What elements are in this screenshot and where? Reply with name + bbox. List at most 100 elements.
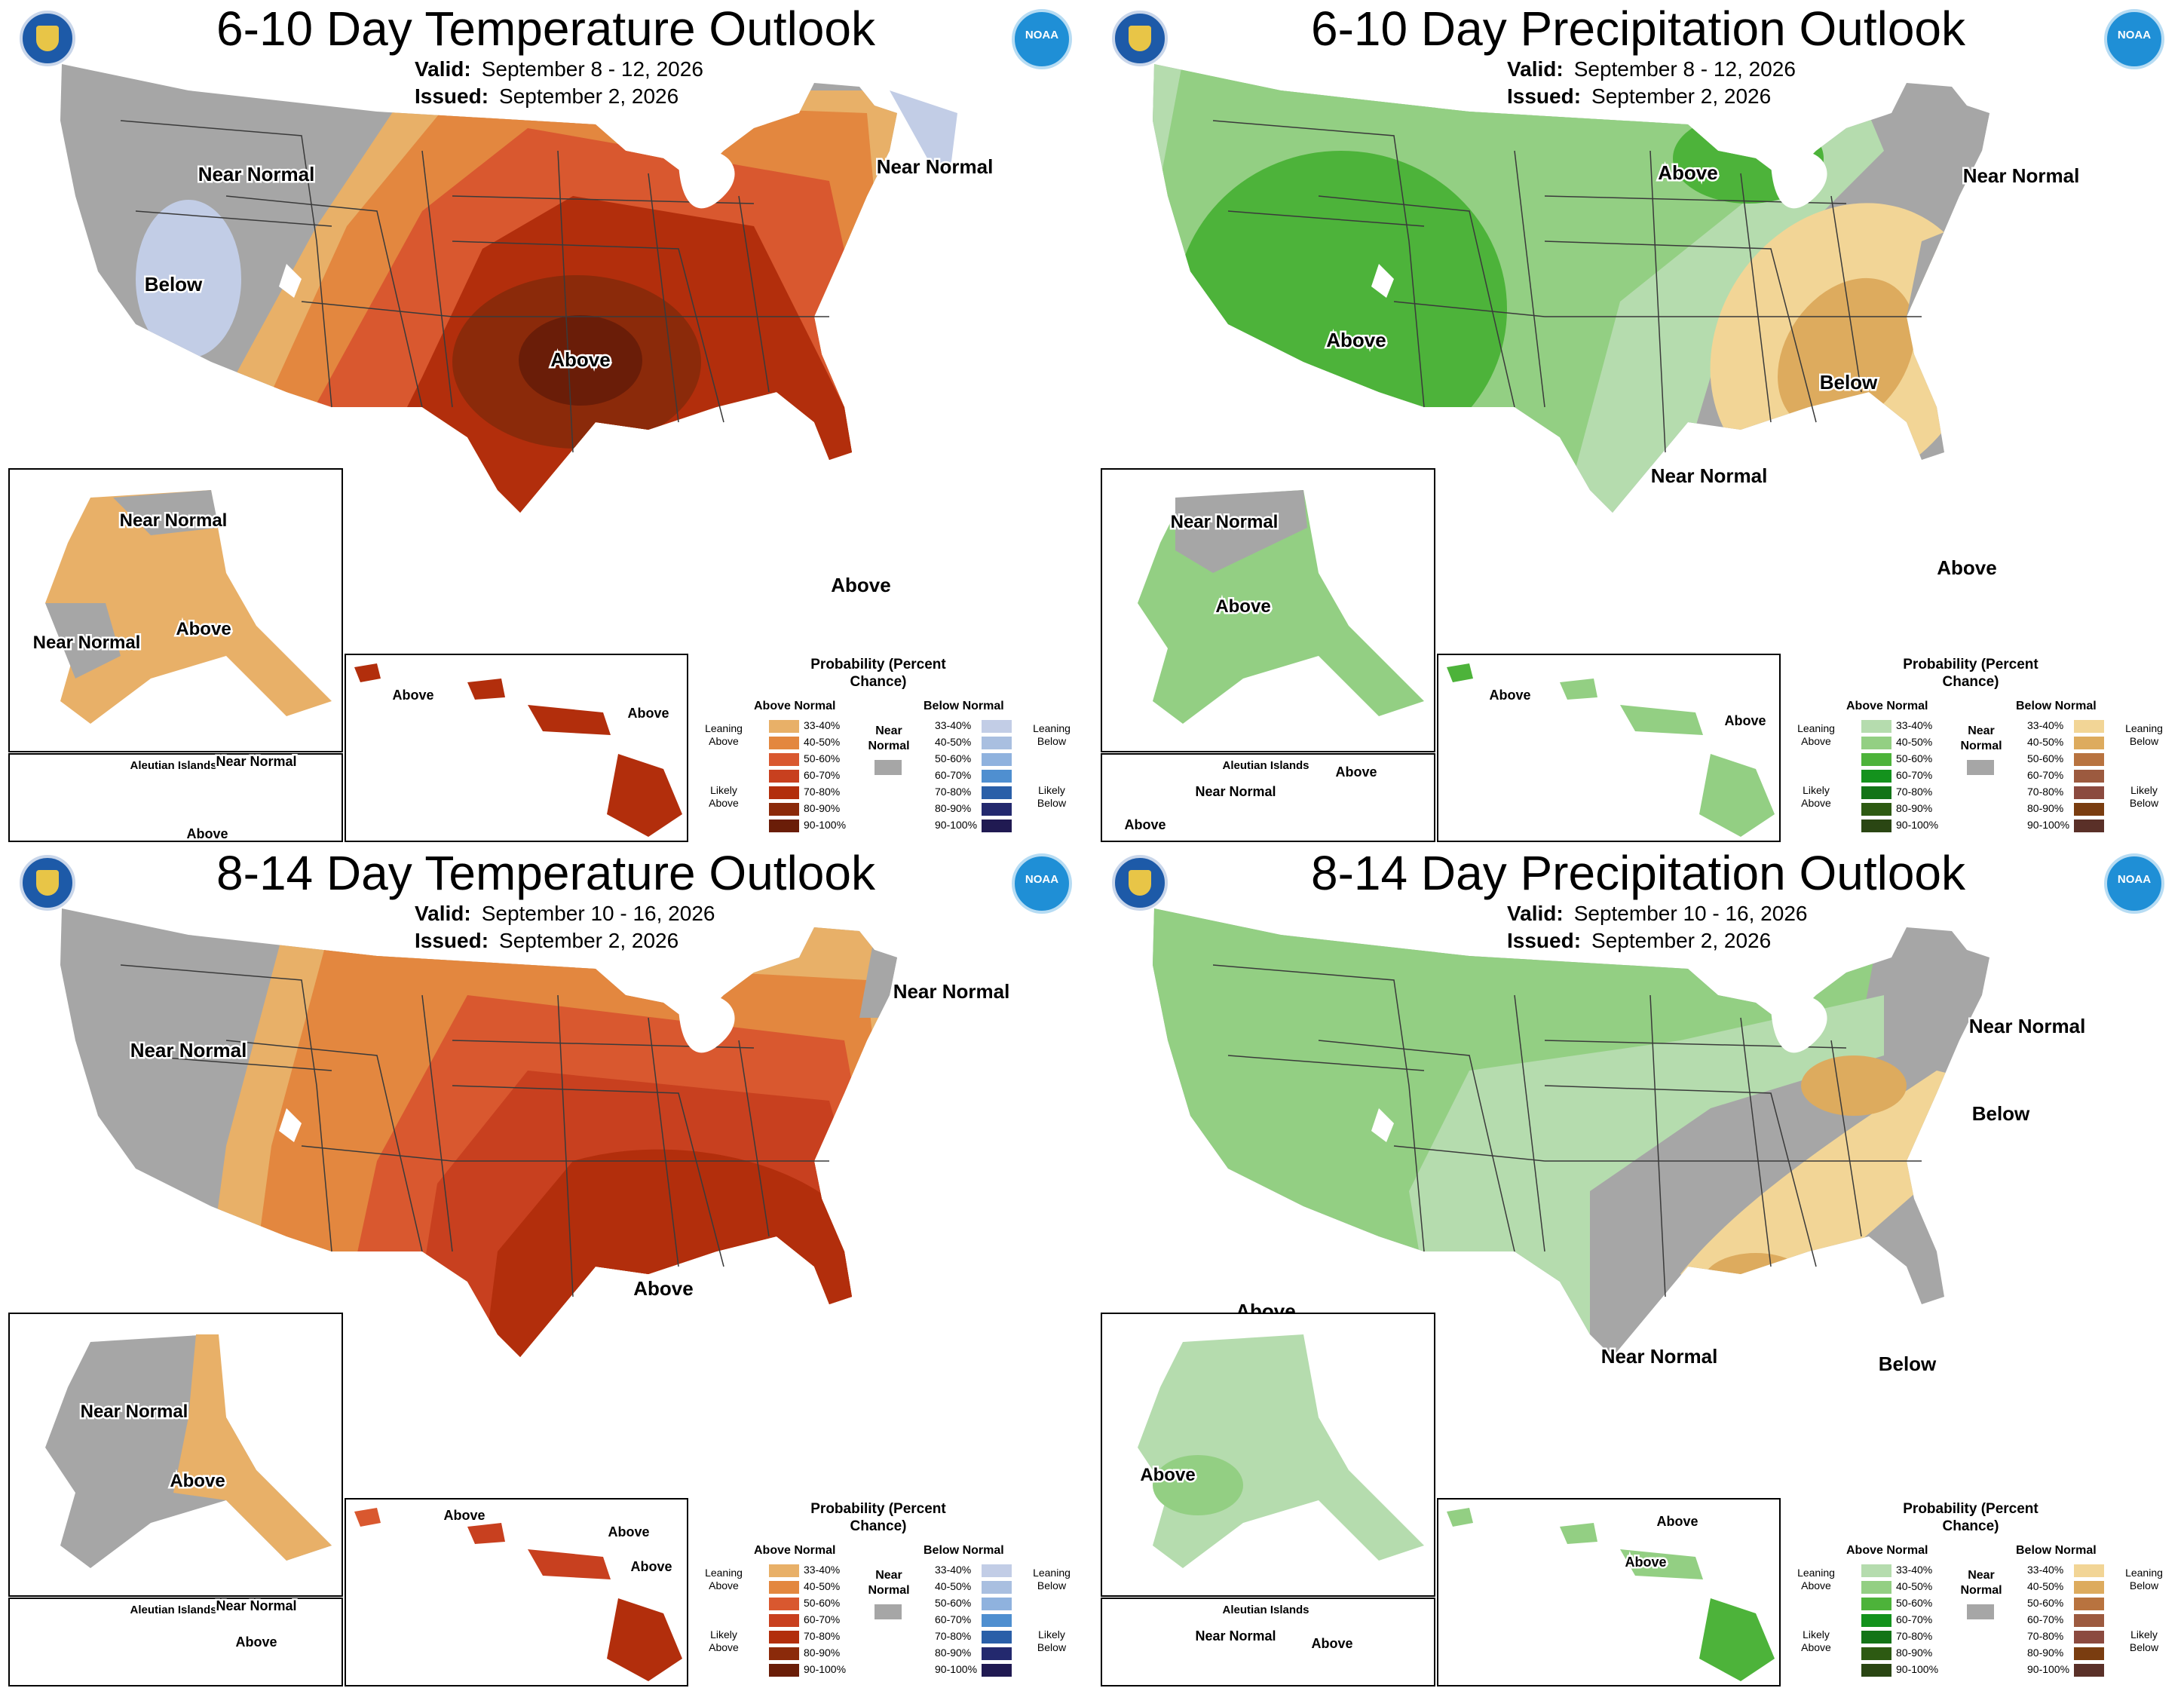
- legend-range: 80-90%: [1896, 1647, 1933, 1659]
- below-ne-tip: [890, 90, 957, 173]
- legend-title: Probability (Percent Chance): [810, 1501, 946, 1534]
- legend-below-row: 33-40%: [935, 718, 1016, 734]
- legend-swatch: [2074, 719, 2104, 733]
- legend-range: 50-60%: [935, 1597, 972, 1609]
- legend-swatch: [2074, 1630, 2104, 1644]
- legend-range: 80-90%: [935, 1647, 972, 1659]
- legend-swatch: [1861, 752, 1891, 766]
- legend-swatch: [769, 1564, 799, 1577]
- label-aleutian-islands: Aleutian Islands: [130, 759, 216, 772]
- legend-above-row: 90-100%: [1861, 1662, 1938, 1677]
- legend-below-row: 70-80%: [2027, 784, 2109, 800]
- label-above-north: Above: [1658, 161, 1717, 184]
- below-40-50-south: [1703, 1253, 1809, 1310]
- legend-swatch: [982, 736, 1012, 749]
- legend-above-row: 80-90%: [1861, 801, 1932, 816]
- hawaii-big-island: [607, 754, 682, 837]
- legend-above-row: 50-60%: [1861, 1595, 1932, 1611]
- alaska-near-normal: [1175, 490, 1307, 573]
- legend-swatch: [2074, 786, 2104, 799]
- label-aleutian-near-normal: Near Normal: [1195, 784, 1276, 799]
- legend-swatch: [982, 1613, 1012, 1627]
- label-above-center: Above: [550, 348, 610, 371]
- legend-near-normal-swatch: [875, 760, 902, 775]
- precipitation-map: Above Above Near Normal Below Near Norma…: [1101, 64, 2081, 842]
- label-aleutian-above: Above: [1311, 1636, 1352, 1651]
- legend-range: 33-40%: [2027, 1564, 2064, 1576]
- legend-range: 33-40%: [804, 1564, 841, 1576]
- hawaii-kauai: [354, 663, 381, 682]
- label-hi-above-2: Above: [1625, 1555, 1666, 1570]
- legend-range: 90-100%: [2027, 1663, 2070, 1675]
- legend-range: 70-80%: [1896, 786, 1933, 798]
- legend-range: 90-100%: [935, 819, 978, 831]
- hawaii-inset: [1437, 654, 1781, 842]
- label-aleutian-above: Above: [235, 1634, 277, 1650]
- legend-above-row: 90-100%: [1861, 817, 1938, 833]
- below-40-50-ne: [1801, 1055, 1907, 1116]
- hawaii-maui: [528, 705, 611, 735]
- label-above-center: Above: [633, 1277, 693, 1300]
- legend-above-row: 90-100%: [769, 1662, 846, 1677]
- legend-range: 33-40%: [935, 1564, 972, 1576]
- legend-leaning-below: Leaning Below: [2125, 722, 2163, 747]
- legend-below-heading: Below Normal: [2016, 1544, 2097, 1557]
- legend-above-row: 33-40%: [769, 1562, 840, 1578]
- legend-below-row: 33-40%: [2027, 1562, 2109, 1578]
- legend-above-row: 60-70%: [1861, 1612, 1932, 1628]
- legend-leaning-above: Leaning Above: [705, 1567, 743, 1591]
- panel-dates: Valid: September 8 - 12, 2026 Issued: Sept…: [415, 56, 703, 110]
- legend-swatch: [982, 1564, 1012, 1577]
- legend-below-row: 60-70%: [2027, 1612, 2109, 1628]
- commerce-seal-logo: [20, 11, 75, 66]
- legend-range: 70-80%: [2027, 1630, 2064, 1642]
- legend-swatch: [769, 819, 799, 832]
- commerce-seal-logo: [1112, 11, 1168, 66]
- legend-range: 40-50%: [804, 1580, 841, 1592]
- legend-swatch: [982, 752, 1012, 766]
- hawaii-big-island: [1699, 754, 1775, 837]
- label-hi-above-1: Above: [1489, 688, 1530, 703]
- temperature-map: Near Normal Below Near Normal Above Abov…: [8, 64, 995, 844]
- legend-swatch: [769, 1597, 799, 1610]
- label-above-florida: Above: [1937, 556, 1996, 579]
- legend-below-row: 50-60%: [2027, 751, 2109, 767]
- legend-below-row: 90-100%: [2027, 1662, 2109, 1677]
- legend-above-heading: Above Normal: [754, 700, 836, 712]
- legend-below-row: 90-100%: [935, 1662, 1016, 1677]
- legend-near-normal: Near Normal: [1960, 1569, 2002, 1597]
- legend-below-heading: Below Normal: [2016, 700, 2097, 712]
- legend-above-row: 80-90%: [1861, 1645, 1932, 1661]
- legend-likely-below: Likely Below: [1037, 1628, 1067, 1653]
- alaska-shape: [45, 490, 332, 724]
- legend-range: 40-50%: [935, 1580, 972, 1592]
- commerce-seal-logo: [20, 855, 75, 911]
- legend-range: 70-80%: [935, 786, 972, 798]
- hawaii-kauai: [1447, 1508, 1473, 1527]
- issued-label: Issued:: [415, 929, 489, 952]
- legend-below-row: 70-80%: [2027, 1628, 2109, 1644]
- legend-below-row: 50-60%: [935, 1595, 1016, 1611]
- legend-range: 80-90%: [804, 802, 841, 814]
- legend-above-row: 40-50%: [769, 734, 840, 750]
- label-aleutian-above: Above: [186, 826, 228, 841]
- great-lakes: [1771, 150, 1827, 209]
- legend-swatch: [769, 1613, 799, 1627]
- panel-dates: Valid: September 10 - 16, 2026 Issued: Sep…: [1507, 900, 1807, 954]
- legend-likely-above: Likely Above: [1801, 1628, 1831, 1653]
- great-salt-lake: [1371, 264, 1394, 298]
- legend-above-row: 33-40%: [769, 718, 840, 734]
- temperature-map: Near Normal Near Normal Above Near Norma…: [8, 908, 1012, 1686]
- legend-above-row: 80-90%: [769, 801, 840, 816]
- legend-range: 40-50%: [935, 736, 972, 748]
- label-near-normal-ne: Near Normal: [877, 155, 994, 178]
- alaska-above-area: [173, 1334, 332, 1561]
- legend-above-row: 60-70%: [769, 767, 840, 783]
- legend-range: 80-90%: [935, 802, 972, 814]
- legend-likely-below: Likely Below: [2129, 1628, 2159, 1653]
- legend-swatch: [982, 1663, 1012, 1677]
- label-aleutian-above-1: Above: [1335, 764, 1377, 780]
- legend-below-row: 33-40%: [935, 1562, 1016, 1578]
- label-aleutian-above-2: Above: [1124, 817, 1166, 832]
- great-salt-lake: [279, 1108, 302, 1142]
